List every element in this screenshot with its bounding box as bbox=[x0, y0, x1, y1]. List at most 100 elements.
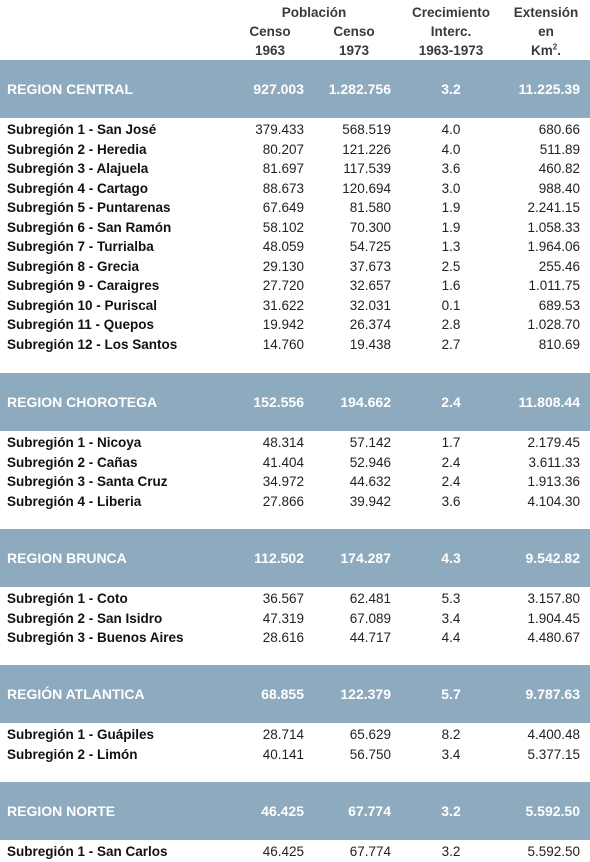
subregion-census-1963: 48.314 bbox=[262, 435, 304, 450]
table-row: Subregión 6 - San Ramón 58.102 70.300 1.9 1.… bbox=[0, 218, 590, 238]
region-name: REGIÓN ATLANTICA bbox=[7, 686, 145, 702]
header-censo-1973: Censo bbox=[333, 24, 375, 39]
subregion-census-1973: 70.300 bbox=[349, 219, 391, 235]
subregion-census-1963: 31.622 bbox=[262, 297, 304, 313]
region-band-chorotega: REGION CHOROTEGA 152.556 194.662 2.4 11.808.… bbox=[0, 373, 590, 431]
subregion-census-1973: 44.717 bbox=[349, 630, 391, 645]
region-census-1973: 1.282.756 bbox=[328, 81, 391, 97]
region-census-1963: 112.502 bbox=[254, 550, 304, 566]
table-row: Subregión 4 - Liberia 27.866 39.942 3.6 4.10… bbox=[0, 492, 590, 512]
subregion-growth: 3.2 bbox=[441, 844, 461, 859]
subregion-growth: 1.9 bbox=[441, 219, 461, 235]
table-row: Subregión 2 - Heredia 80.207 121.226 4.0 511… bbox=[0, 140, 590, 160]
header-crecimiento: Crecimiento bbox=[411, 5, 491, 20]
subregion-name: Subregión 1 - Guápiles bbox=[7, 727, 155, 742]
subregion-growth: 1.9 bbox=[441, 200, 461, 215]
subregion-growth: 8.2 bbox=[441, 727, 461, 742]
subregion-census-1973: 57.142 bbox=[349, 435, 391, 450]
subregion-growth: 3.6 bbox=[441, 161, 461, 176]
subregion-name: Subregión 2 - Heredia bbox=[7, 141, 147, 157]
subregion-area: 255.46 bbox=[538, 258, 580, 274]
subregion-census-1973: 117.539 bbox=[343, 161, 391, 176]
region-census-1963: 68.855 bbox=[261, 686, 304, 702]
subregion-census-1963: 47.319 bbox=[262, 610, 304, 626]
header-km2: Km2. bbox=[531, 42, 561, 58]
region-area: 11.225.39 bbox=[518, 81, 580, 97]
region-name: REGION BRUNCA bbox=[7, 550, 127, 566]
subregion-census-1973: 39.942 bbox=[349, 493, 391, 509]
subregion-census-1963: 40.141 bbox=[262, 746, 304, 762]
region-name: REGION NORTE bbox=[7, 803, 116, 819]
region-census-1963: 152.556 bbox=[253, 394, 304, 410]
table-row: Subregión 8 - Grecia 29.130 37.673 2.5 255.4… bbox=[0, 257, 590, 277]
table-row: Subregión 1 - San José 379.433 568.519 4.0 6… bbox=[0, 120, 590, 140]
region-band-atlantica: REGIÓN ATLANTICA 68.855 122.379 5.7 9.787.63 bbox=[0, 665, 590, 723]
table-row: Subregión 9 - Caraigres 27.720 32.657 1.6 1.… bbox=[0, 276, 590, 296]
subregion-area: 1.011.75 bbox=[528, 278, 580, 293]
subregion-census-1963: 41.404 bbox=[262, 454, 304, 470]
header-extension: Extensión bbox=[513, 5, 579, 20]
subregion-census-1963: 379.433 bbox=[255, 122, 304, 137]
subregion-growth: 5.3 bbox=[441, 591, 461, 606]
subregion-census-1963: 28.616 bbox=[262, 630, 304, 645]
region-census-1973: 174.287 bbox=[340, 550, 391, 566]
subregion-area: 3.611.33 bbox=[528, 454, 580, 470]
table-row: Subregión 2 - Limón 40.141 56.750 3.4 5.377.… bbox=[0, 745, 590, 765]
region-census-1963: 46.425 bbox=[261, 803, 304, 819]
subregion-name: Subregión 2 - Limón bbox=[7, 746, 138, 762]
subregion-growth: 2.4 bbox=[441, 454, 461, 470]
subregion-growth: 2.5 bbox=[441, 258, 461, 274]
region-growth: 5.7 bbox=[441, 686, 461, 702]
subregion-growth: 2.7 bbox=[441, 336, 461, 352]
subregion-name: Subregión 3 - Santa Cruz bbox=[7, 474, 168, 489]
table-row: Subregión 3 - Alajuela 81.697 117.539 3.6 46… bbox=[0, 159, 590, 179]
subregion-census-1973: 37.673 bbox=[349, 258, 391, 274]
subregion-name: Subregión 2 - Cañas bbox=[7, 454, 138, 470]
subregion-area: 988.40 bbox=[538, 180, 580, 196]
header-interc: Interc. bbox=[430, 24, 472, 39]
subregion-census-1963: 27.866 bbox=[262, 493, 304, 509]
region-growth: 4.3 bbox=[441, 550, 461, 566]
subregion-growth: 1.7 bbox=[441, 435, 461, 450]
subregion-census-1973: 120.694 bbox=[342, 180, 391, 196]
header-year-1973: 1973 bbox=[338, 43, 370, 58]
subregion-census-1963: 14.760 bbox=[262, 336, 304, 352]
region-area: 9.542.82 bbox=[525, 550, 581, 566]
subregion-growth: 0.1 bbox=[441, 297, 461, 313]
subregion-growth: 2.8 bbox=[441, 317, 461, 332]
subregion-census-1963: 81.697 bbox=[262, 161, 304, 176]
header-poblacion: Población bbox=[281, 5, 347, 20]
subregion-name: Subregión 5 - Puntarenas bbox=[7, 200, 171, 215]
subregion-name: Subregión 10 - Puriscal bbox=[7, 297, 158, 313]
subregion-name: Subregión 4 - Liberia bbox=[7, 493, 142, 509]
subregion-name: Subregión 8 - Grecia bbox=[7, 258, 140, 274]
subregion-area: 4.104.30 bbox=[527, 493, 580, 509]
region-census-1963: 927.003 bbox=[253, 81, 304, 97]
subregion-census-1963: 46.425 bbox=[262, 844, 304, 859]
subregion-growth: 4.0 bbox=[441, 141, 461, 157]
table-row: Subregión 1 - San Carlos 46.425 67.774 3.2 5… bbox=[0, 842, 590, 862]
subregion-area: 810.69 bbox=[538, 336, 580, 352]
table-row: Subregión 2 - San Isidro 47.319 67.089 3.4 1… bbox=[0, 609, 590, 629]
subregion-census-1973: 54.725 bbox=[349, 239, 391, 254]
subregion-area: 1.904.45 bbox=[527, 610, 580, 626]
subregion-name: Subregión 2 - San Isidro bbox=[7, 610, 163, 626]
region-name: REGION CENTRAL bbox=[7, 81, 133, 97]
subregion-name: Subregión 4 - Cartago bbox=[7, 180, 149, 196]
subregion-census-1973: 67.774 bbox=[349, 844, 391, 859]
subregion-census-1973: 62.481 bbox=[349, 591, 391, 606]
subregion-census-1973: 65.629 bbox=[349, 727, 391, 742]
subregion-growth: 3.0 bbox=[441, 180, 461, 196]
subregion-census-1963: 34.972 bbox=[262, 474, 304, 489]
subregion-census-1963: 36.567 bbox=[262, 591, 304, 606]
subregion-name: Subregión 3 - Alajuela bbox=[7, 161, 149, 176]
region-census-1973: 194.662 bbox=[340, 394, 391, 410]
header-range: 1963-1973 bbox=[418, 43, 484, 58]
subregion-census-1963: 29.130 bbox=[262, 258, 304, 274]
table-row: Subregión 2 - Cañas 41.404 52.946 2.4 3.611.… bbox=[0, 453, 590, 473]
subregion-name: Subregión 1 - San José bbox=[7, 122, 157, 137]
subregion-census-1963: 48.059 bbox=[262, 239, 304, 254]
header-en: en bbox=[538, 24, 554, 39]
region-census-1973: 67.774 bbox=[348, 803, 391, 819]
region-band-norte: REGION NORTE 46.425 67.774 3.2 5.592.50 bbox=[0, 782, 590, 840]
